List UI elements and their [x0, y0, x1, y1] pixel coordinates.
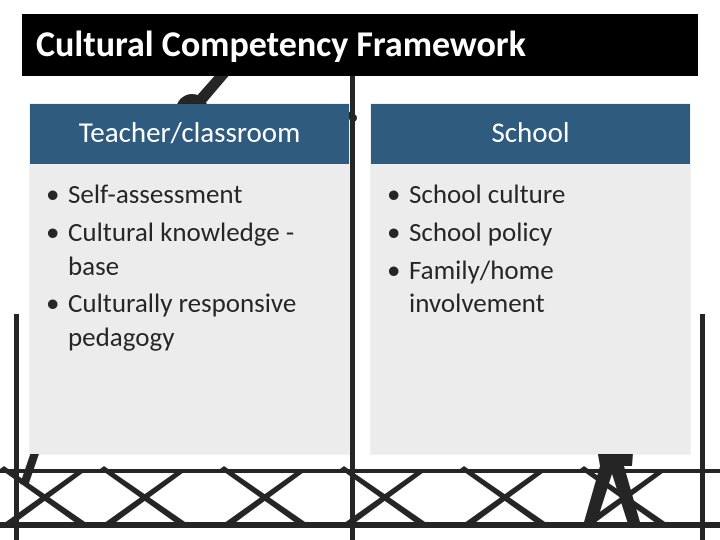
column-body: School culture School policy Family/home… [371, 164, 690, 454]
column-header: Teacher/classroom [30, 104, 349, 164]
list-item: School policy [387, 216, 678, 250]
list-item: Culturally responsive pedagogy [46, 287, 337, 355]
bullet-list: School culture School policy Family/home… [387, 178, 678, 321]
column-teacher-classroom: Teacher/classroom Self-assessment Cultur… [30, 104, 349, 454]
bullet-list: Self-assessment Cultural knowledge -base… [46, 178, 337, 355]
list-item: School culture [387, 178, 678, 212]
list-item: Self-assessment [46, 178, 337, 212]
list-item: Cultural knowledge -base [46, 216, 337, 284]
column-header: School [371, 104, 690, 164]
list-item: Family/home involvement [387, 254, 678, 322]
page-title: Cultural Competency Framework [22, 14, 698, 76]
column-body: Self-assessment Cultural knowledge -base… [30, 164, 349, 454]
columns-container: Teacher/classroom Self-assessment Cultur… [30, 104, 690, 454]
column-school: School School culture School policy Fami… [371, 104, 690, 454]
